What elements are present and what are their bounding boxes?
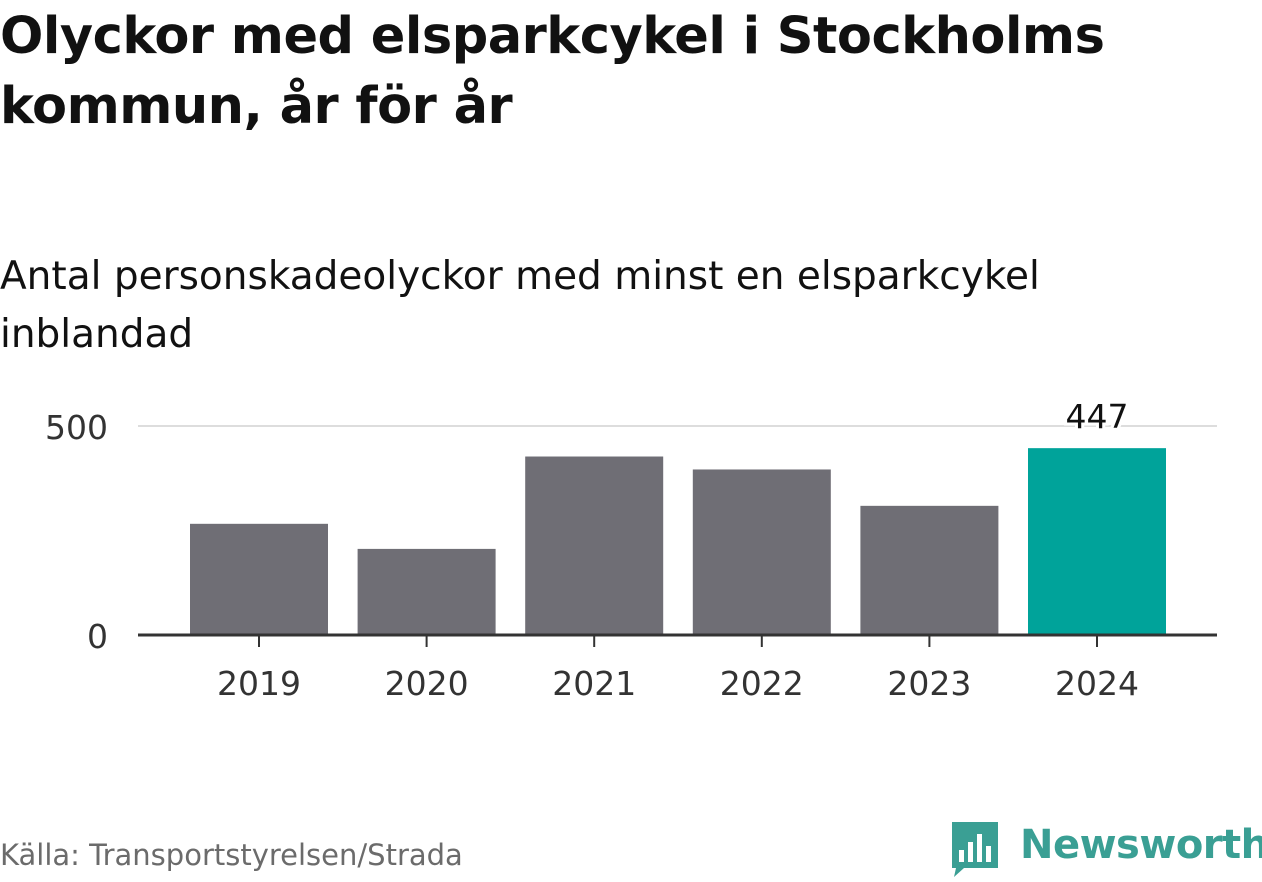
chart-subtitle: Antal personskadeolyckor med minst en el… bbox=[0, 254, 1040, 357]
newsworthy-logo: Newsworthy bbox=[950, 820, 1262, 878]
bar bbox=[692, 469, 831, 635]
bar bbox=[357, 548, 496, 635]
y-tick-label: 500 bbox=[45, 408, 108, 447]
x-tick-label: 2024 bbox=[1055, 664, 1139, 703]
x-tick-label: 2019 bbox=[217, 664, 301, 703]
chart-title: Olyckor med elsparkcykel i Stockholms ko… bbox=[0, 7, 1105, 136]
y-tick-label: 0 bbox=[87, 617, 108, 656]
bar bbox=[525, 456, 664, 635]
x-tick-label: 2022 bbox=[720, 664, 804, 703]
newsworthy-icon bbox=[952, 822, 998, 877]
data-label: 447 bbox=[1066, 397, 1129, 436]
bar-chart: 0 500 2019 2020 2021 2022 2023 2024 447 bbox=[45, 394, 1217, 703]
source-note: Källa: Transportstyrelsen/Strada bbox=[0, 838, 463, 872]
x-tick-label: 2023 bbox=[887, 664, 971, 703]
newsworthy-wordmark: Newsworthy bbox=[1020, 822, 1262, 868]
bar bbox=[190, 523, 328, 635]
bar bbox=[1028, 448, 1166, 635]
x-tick-label: 2021 bbox=[552, 664, 636, 703]
bar bbox=[860, 505, 999, 635]
x-tick-label: 2020 bbox=[385, 664, 469, 703]
